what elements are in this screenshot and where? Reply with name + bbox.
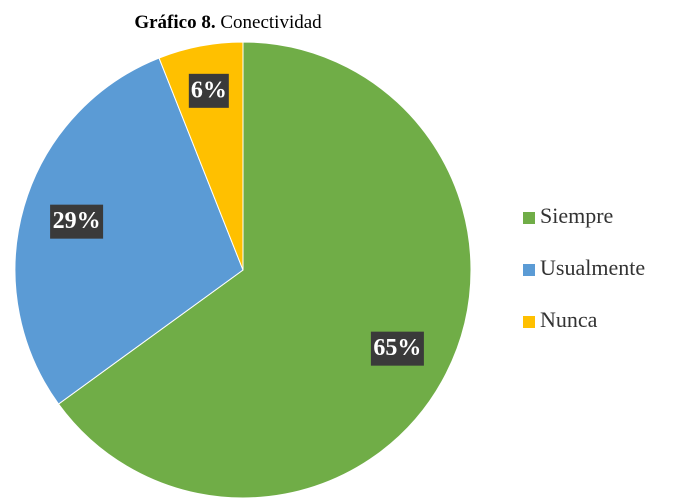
legend-swatch <box>523 316 535 328</box>
legend-label: Siempre <box>540 203 613 228</box>
chart-title: Gráfico 8. Conectividad <box>134 12 322 33</box>
legend-label: Usualmente <box>540 255 645 280</box>
data-label: 6% <box>191 77 227 103</box>
data-label: 29% <box>53 208 101 234</box>
figure-label: Gráfico 8. <box>134 12 215 33</box>
data-label-box <box>188 73 229 108</box>
legend-swatch <box>523 264 535 276</box>
legend-swatch <box>523 212 535 224</box>
pie-slice <box>57 41 472 499</box>
title: Conectividad <box>220 12 322 33</box>
pie-slice <box>14 57 244 405</box>
legend-label: Nunca <box>540 307 598 332</box>
data-label-box <box>50 204 104 239</box>
data-label-box <box>370 331 424 366</box>
data-label: 65% <box>373 335 421 361</box>
